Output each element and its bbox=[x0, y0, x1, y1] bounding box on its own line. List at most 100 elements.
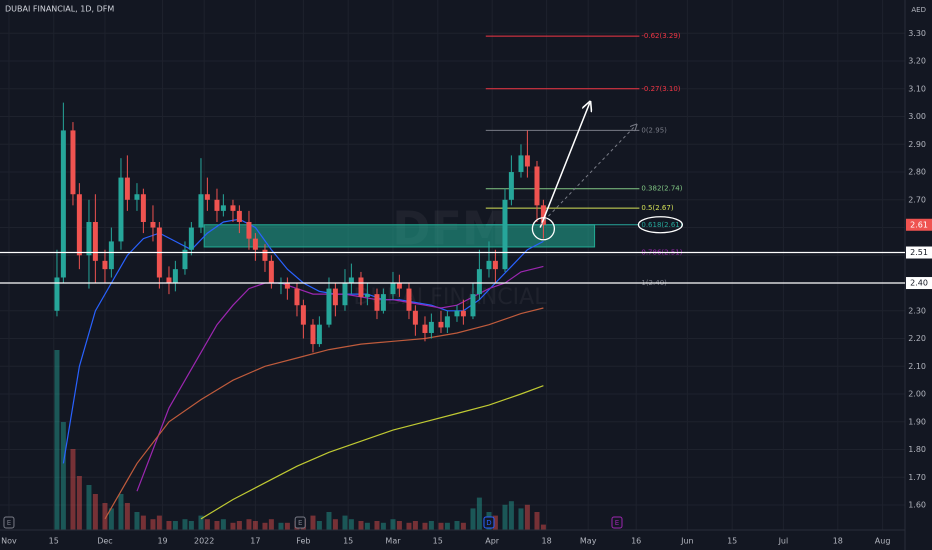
y-tick-label: 2.70 bbox=[908, 195, 926, 204]
volume-bar bbox=[268, 519, 274, 530]
candle-body bbox=[124, 177, 130, 200]
volume-bar bbox=[182, 519, 188, 530]
candle-body bbox=[342, 283, 348, 306]
volume-bar bbox=[188, 521, 194, 530]
x-tick-label: Jul bbox=[778, 537, 789, 546]
y-tick-label: 3.00 bbox=[908, 112, 926, 121]
candle-body bbox=[300, 305, 306, 325]
volume-bar bbox=[220, 519, 226, 530]
volume-bar bbox=[156, 515, 162, 530]
candle-body bbox=[118, 177, 124, 242]
x-tick-label: 15 bbox=[727, 537, 737, 546]
candle-body bbox=[134, 194, 140, 200]
volume-bar bbox=[470, 508, 476, 530]
event-marker-label: E bbox=[298, 519, 302, 527]
volume-bar bbox=[140, 515, 146, 530]
fib-label: -0.27(3.10) bbox=[641, 85, 680, 93]
volume-bar bbox=[348, 519, 354, 530]
volume-bar bbox=[454, 521, 460, 530]
volume-bar bbox=[124, 503, 130, 530]
last-price-label: 2.61 bbox=[910, 220, 928, 229]
volume-bar bbox=[476, 497, 482, 530]
volume-bar bbox=[118, 494, 124, 530]
volume-bar bbox=[76, 476, 82, 530]
volume-bar bbox=[230, 522, 236, 530]
candle-body bbox=[524, 155, 530, 167]
volume-bar bbox=[358, 521, 364, 530]
fib-label: 0(2.95) bbox=[641, 126, 667, 134]
y-tick-label: 2.90 bbox=[908, 140, 926, 149]
volume-bar bbox=[364, 522, 370, 530]
volume-bar bbox=[166, 521, 172, 530]
candle-body bbox=[476, 269, 482, 295]
price-tag bbox=[906, 277, 932, 290]
candle-body bbox=[246, 221, 252, 239]
fib-label: 0.382(2.74) bbox=[641, 185, 682, 193]
volume-bar bbox=[86, 485, 92, 530]
candle-body bbox=[422, 324, 428, 333]
axis-unit: AED bbox=[911, 6, 926, 14]
x-tick-label: 18 bbox=[833, 537, 843, 546]
y-tick-label: 2.10 bbox=[908, 362, 926, 371]
volume-bar bbox=[518, 508, 524, 530]
candle-body bbox=[364, 294, 370, 297]
candle-body bbox=[486, 260, 492, 270]
volume-bar bbox=[108, 508, 114, 530]
candle-body bbox=[262, 249, 268, 261]
candle-body bbox=[470, 294, 476, 317]
candle-body bbox=[332, 288, 338, 306]
fib-label: 0.618(2.61) bbox=[641, 221, 682, 229]
arrow bbox=[539, 125, 636, 226]
grid bbox=[0, 0, 905, 530]
event-marker bbox=[3, 516, 15, 529]
event-marker-label: E bbox=[615, 519, 619, 527]
volume-bar bbox=[374, 521, 380, 530]
x-tick-label: Aug bbox=[875, 537, 891, 546]
volume-bar bbox=[150, 519, 156, 530]
plot-area: -0.62(3.29) -0.27(3.10) 0(2.95) 0.382(2.74)… bbox=[54, 32, 684, 530]
moving-average bbox=[104, 307, 544, 520]
candle-body bbox=[284, 283, 290, 289]
candle-body bbox=[454, 310, 460, 317]
moving-average bbox=[200, 385, 544, 520]
volume-bar bbox=[540, 524, 546, 530]
candle-body bbox=[358, 277, 364, 297]
candle-body bbox=[438, 321, 444, 328]
price-tag-label: 2.51 bbox=[910, 248, 928, 257]
candle-body bbox=[348, 277, 354, 284]
volume-bar bbox=[438, 522, 444, 530]
candle-body bbox=[412, 310, 418, 325]
event-marker-label: E bbox=[7, 519, 11, 527]
x-tick-label: Dec bbox=[97, 537, 112, 546]
candle-body bbox=[70, 130, 76, 195]
candle-body bbox=[214, 199, 220, 211]
candle-body bbox=[326, 288, 332, 325]
candle-body bbox=[188, 227, 194, 250]
price-tag-label: 2.40 bbox=[910, 279, 928, 288]
x-tick-label: 17 bbox=[250, 537, 260, 546]
x-tick-label: Apr bbox=[485, 537, 500, 546]
fib-label: -0.62(3.29) bbox=[641, 32, 680, 40]
candle-body bbox=[230, 205, 236, 211]
x-tick-label: Mar bbox=[385, 537, 401, 546]
candle-body bbox=[380, 294, 386, 311]
last-price-tag bbox=[906, 218, 932, 231]
x-tick-label: 15 bbox=[49, 537, 59, 546]
candle-body bbox=[236, 210, 242, 222]
y-tick-label: 1.70 bbox=[908, 473, 926, 482]
x-tick-label: 19 bbox=[157, 537, 167, 546]
y-tick-label: 3.10 bbox=[908, 84, 926, 93]
volume-bar bbox=[406, 522, 412, 530]
volume-bar bbox=[198, 515, 204, 530]
y-tick-label: 3.30 bbox=[908, 29, 926, 38]
volume-bar bbox=[316, 521, 322, 530]
x-tick-label: Jun bbox=[680, 537, 694, 546]
volume-bar bbox=[428, 521, 434, 530]
x-tick-label: 15 bbox=[433, 537, 443, 546]
y-tick-label: 1.90 bbox=[908, 417, 926, 426]
candle-body bbox=[316, 324, 322, 345]
candle-body bbox=[460, 310, 466, 317]
volume-bar bbox=[342, 515, 348, 530]
